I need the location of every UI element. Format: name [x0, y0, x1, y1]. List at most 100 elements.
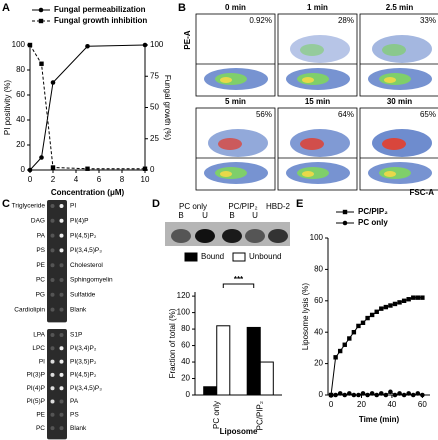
y-tick-label: 80: [16, 65, 25, 74]
lipid-label: PA: [37, 232, 46, 239]
group-label: PC only: [179, 202, 207, 211]
marker: [383, 304, 389, 310]
marker: [356, 323, 361, 329]
density-core: [382, 138, 406, 150]
x-tick-label: 60: [418, 400, 427, 409]
x-tick-label: 4: [74, 175, 79, 184]
significance-bracket: [222, 283, 255, 288]
lipid-spot: [59, 218, 64, 223]
marker: [369, 391, 375, 396]
marker: [388, 303, 393, 308]
panel-letter: E: [296, 198, 303, 210]
y-tick-label: 0: [319, 390, 324, 399]
x-tick-label: 40: [387, 400, 396, 409]
density-core: [382, 44, 406, 56]
gate-percent: 28%: [338, 16, 354, 25]
membrane-strip: [47, 329, 67, 440]
x-tick-label: 0: [28, 175, 33, 184]
density-core: [300, 138, 324, 150]
lipid-label: PI(4,5)P₂: [70, 372, 97, 379]
marker: [333, 355, 338, 360]
gate-percent: 65%: [420, 110, 436, 119]
lipid-spot: [59, 233, 64, 238]
group-label: HBD-2: [266, 202, 291, 211]
blot-band: [195, 229, 215, 243]
y-tick-label: 60: [181, 341, 190, 350]
x-tick-label: 0: [329, 400, 334, 409]
lipid-label: PG: [36, 292, 45, 299]
lipid-spot: [50, 372, 55, 377]
lipid-label: PS: [70, 412, 79, 419]
y2-tick-label: 50: [150, 103, 159, 112]
marker: [397, 300, 402, 305]
lipid-label: Cholesterol: [70, 262, 103, 269]
marker: [360, 320, 366, 325]
lipid-spot: [50, 359, 55, 364]
lipid-spot: [50, 412, 55, 417]
marker: [142, 42, 148, 48]
gate-percent: 64%: [338, 110, 354, 119]
plot-time: 2.5 min: [386, 3, 414, 12]
y-tick-label: 100: [12, 40, 26, 49]
x-tick-label: 10: [141, 175, 150, 184]
lipid-label: Triglyceride: [12, 203, 46, 210]
x-tick-label: PC only: [212, 401, 221, 429]
x-axis-label: Concentration (μM): [51, 188, 125, 197]
lipid-spot: [59, 333, 64, 337]
panel-letter: A: [2, 2, 10, 14]
lipid-label: Sulfatide: [70, 292, 96, 299]
lipid-label: PI(3,4)P₂: [70, 345, 97, 352]
marker: [365, 392, 370, 398]
marker: [337, 391, 343, 396]
panel-letter: C: [2, 198, 10, 210]
lipid-label: PI(3)P: [27, 372, 45, 379]
lipid-label: PI(3,4,5)P₃: [70, 247, 102, 254]
lipid-label: PI(4)P: [70, 218, 88, 225]
x-tick-label: 2: [51, 175, 56, 184]
blot-band: [245, 229, 265, 243]
lipid-label: Blank: [70, 425, 87, 432]
marker: [411, 295, 416, 300]
marker: [379, 306, 384, 311]
legend-marker: [38, 18, 44, 24]
lipid-label: PI(4)P: [27, 385, 45, 392]
marker: [392, 392, 398, 398]
lipid-label: PI(3,4,5)P₃: [70, 385, 102, 392]
marker: [360, 391, 366, 396]
lane-label: B: [229, 211, 234, 220]
marker: [142, 166, 148, 171]
marker: [392, 301, 398, 307]
lipid-label: Blank: [70, 306, 87, 313]
lipid-spot: [50, 346, 55, 351]
lipid-spot: [59, 399, 64, 404]
x-axis-label: Liposome: [220, 427, 258, 436]
lipid-spot: [50, 278, 55, 282]
marker: [388, 389, 393, 395]
plot-time: 30 min: [387, 97, 412, 106]
marker: [401, 392, 407, 398]
legend-marker: [342, 209, 348, 215]
lipid-label: Sphingomyelin: [70, 277, 113, 284]
y-tick-label: 20: [16, 140, 25, 149]
lipid-spot: [59, 204, 64, 208]
marker: [50, 165, 56, 170]
lipid-label: LPA: [33, 332, 45, 339]
marker: [50, 80, 56, 85]
y2-tick-label: 75: [150, 71, 159, 80]
group-label: PC/PIP₂: [228, 202, 257, 211]
gate-percent: 33%: [420, 16, 436, 25]
lipid-label: PE: [36, 412, 45, 419]
y-tick-label: 40: [314, 327, 323, 336]
legend-marker: [342, 220, 348, 226]
lipid-label: PI(3,5)P₂: [70, 358, 97, 365]
marker: [333, 392, 338, 398]
x-tick-label: 6: [97, 175, 102, 184]
marker: [27, 167, 33, 173]
lipid-spot: [50, 307, 55, 312]
marker: [351, 330, 357, 335]
lipid-spot: [59, 263, 64, 268]
lipid-spot: [50, 333, 55, 337]
marker: [415, 391, 421, 396]
membrane-strip: [47, 200, 67, 323]
